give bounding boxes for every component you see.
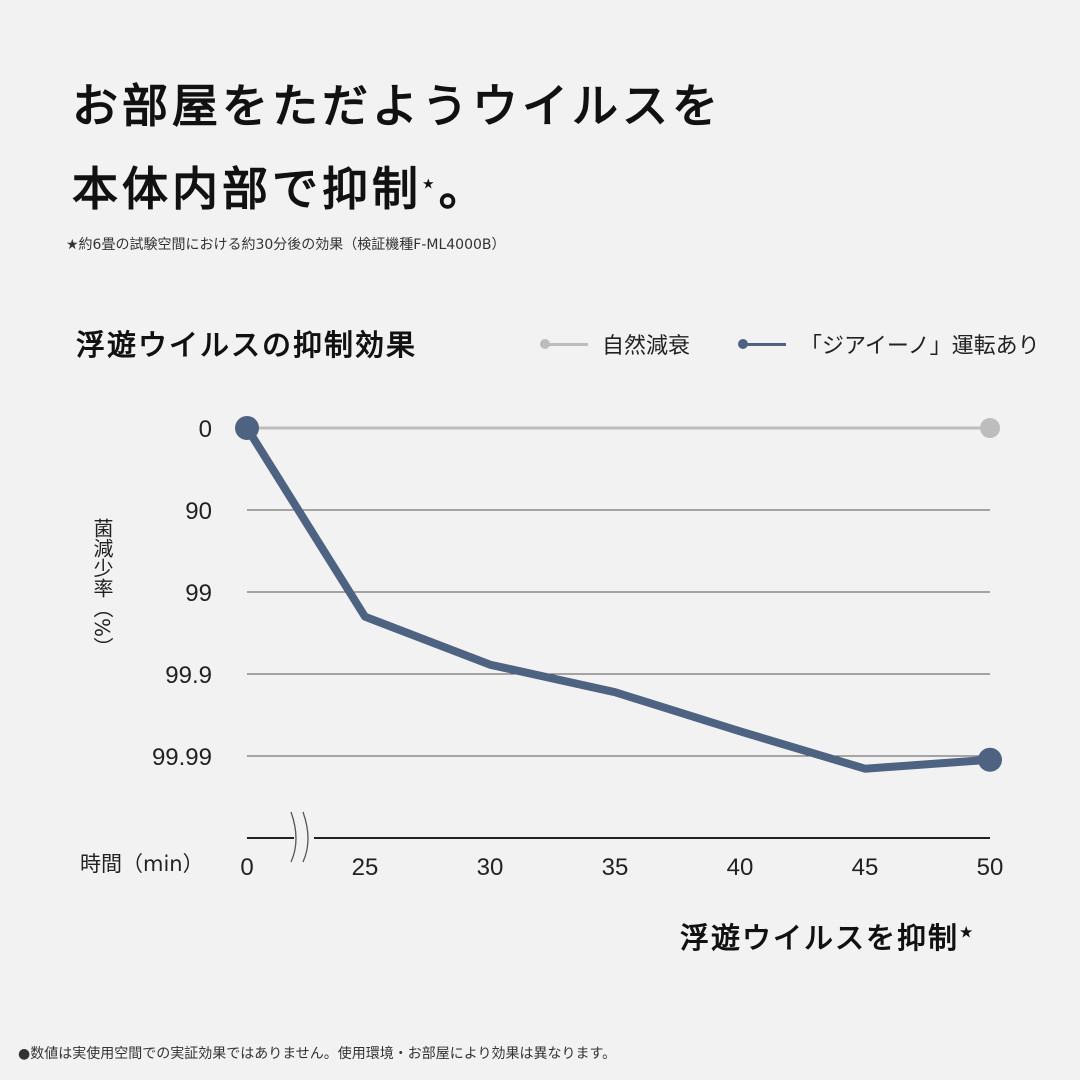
y-tick-label: 99.99 [152, 744, 212, 771]
data-point [980, 418, 1000, 438]
footnote-bottom: ●数値は実使用空間での実証効果ではありません。使用環境・お部屋により効果は異なり… [18, 1046, 617, 1062]
footnote-top: ★約6畳の試験空間における約30分後の効果（検証機種F-ML4000B） [66, 237, 506, 253]
star-mark: ★ [422, 176, 439, 193]
y-tick-label: 0 [199, 416, 212, 443]
axis-break-mark [302, 811, 309, 863]
x-tick-label: 45 [852, 854, 879, 881]
x-tick-label: 50 [977, 854, 1004, 881]
series-line [243, 425, 991, 773]
data-point [978, 747, 1002, 772]
y-axis-label: 菌減少率（%） [90, 518, 114, 658]
data-point [235, 416, 259, 440]
legend-item-ziaino: 「ジアイーノ」運転あり [738, 328, 1040, 360]
x-tick-label: 30 [477, 854, 504, 881]
legend-marker [540, 338, 588, 350]
legend-marker [738, 338, 786, 350]
x-tick-label: 0 [240, 854, 253, 881]
axis-break-gap [294, 810, 314, 865]
headline-period: 。 [438, 162, 489, 216]
x-axis-label: 時間（min） [80, 852, 204, 876]
legend-item-natural: 自然減衰 [540, 328, 690, 360]
axis-break-mark [290, 811, 297, 863]
y-tick-label: 99 [185, 580, 212, 607]
headline-text: 本体内部で抑制 [72, 162, 422, 216]
headline-line1: お部屋をただようウイルスを [72, 79, 722, 133]
legend-label: 自然減衰 [602, 334, 691, 359]
y-tick-label: 99.9 [165, 662, 212, 689]
headline-line2: 本体内部で抑制★。 [72, 153, 489, 219]
y-tick-label: 90 [185, 498, 212, 525]
star-mark: ★ [959, 922, 976, 942]
x-tick-label: 25 [352, 854, 379, 881]
chart-annotation: 浮遊ウイルスを抑制★ [680, 915, 975, 957]
annotation-text: 浮遊ウイルスを抑制 [680, 921, 960, 955]
legend-label: 「ジアイーノ」運転あり [800, 334, 1040, 359]
chart-title: 浮遊ウイルスの抑制効果 [76, 328, 418, 362]
x-tick-label: 35 [602, 854, 629, 881]
x-tick-label: 40 [727, 854, 754, 881]
